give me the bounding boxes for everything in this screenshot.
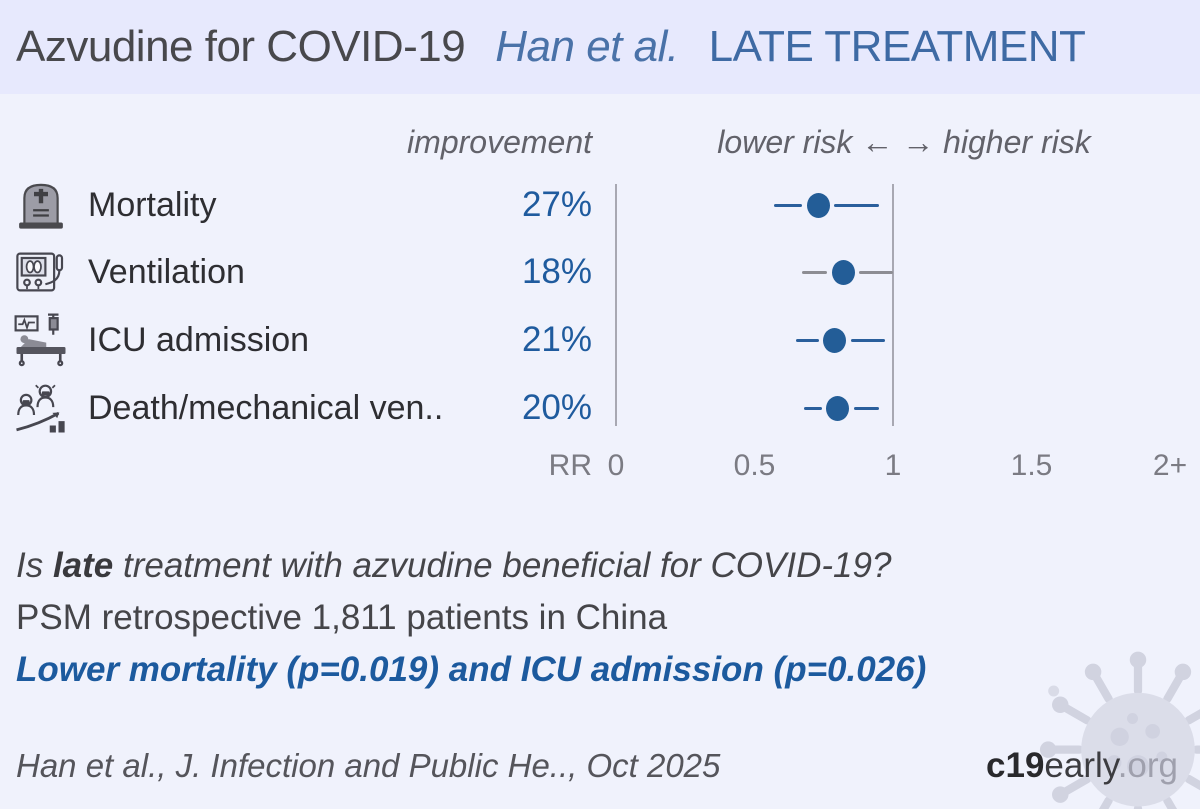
brand-suffix: .org: [1117, 746, 1178, 785]
people-cases-icon: [13, 380, 69, 436]
header-bar: Azvudine for COVID-19 Han et al. LATE TR…: [0, 0, 1200, 94]
confidence-interval-right: [859, 270, 893, 274]
axis-unit-label: RR: [548, 449, 592, 482]
improvement-value: 27%: [521, 185, 592, 224]
coronavirus-watermark: [1039, 651, 1200, 809]
effect-size-dot: [831, 259, 855, 285]
improvement-value: 18%: [521, 252, 592, 291]
tombstone-icon: [13, 177, 69, 233]
brand-logo: c19early.org: [986, 744, 1178, 788]
brand-name: early: [1044, 746, 1118, 785]
improvement-value: 20%: [521, 388, 592, 427]
outcome-label: Ventilation: [88, 253, 245, 291]
outcome-label: Death/mechanical ven..: [88, 389, 444, 427]
confidence-interval-left: [804, 406, 822, 410]
reference-line: [892, 184, 894, 426]
brand-prefix: c19: [986, 746, 1045, 785]
confidence-interval-right: [834, 203, 880, 207]
study-author: Han et al.: [495, 22, 679, 71]
axis-tick: 2+: [1152, 449, 1188, 482]
study-question: Is late treatment with azvudine benefici…: [16, 544, 891, 588]
footer-citation: Han et al., J. Infection and Public He..…: [16, 747, 721, 784]
study-finding: Lower mortality (p=0.019) and ICU admiss…: [16, 650, 927, 689]
outcome-label: Mortality: [88, 186, 217, 224]
ventilator-icon: [13, 244, 69, 300]
confidence-interval-left: [796, 338, 819, 342]
effect-size-dot: [823, 327, 847, 353]
question-emphasis: late: [52, 546, 114, 585]
outcome-row: Ventilation 18%: [0, 238, 640, 306]
question-suffix: treatment with azvudine beneficial for C…: [113, 546, 892, 585]
axis-tick: 0.5: [733, 449, 776, 482]
axis-tick: 1: [884, 449, 902, 482]
improvement-column-header: improvement: [407, 124, 592, 160]
axis-tick: 0: [607, 449, 625, 482]
axis-tick: 1.5: [1010, 449, 1053, 482]
treatment-stage: LATE TREATMENT: [708, 22, 1086, 71]
outcome-row: Mortality 27%: [0, 171, 640, 239]
improvement-value: 21%: [521, 320, 592, 359]
outcome-row: ICU admission 21%: [0, 306, 640, 374]
outcome-row: Death/mechanical ven.. 20%: [0, 374, 640, 442]
confidence-interval-right: [850, 338, 885, 342]
page-title: Azvudine for COVID-19: [16, 22, 466, 71]
question-prefix: Is: [16, 546, 53, 585]
outcome-label: ICU admission: [88, 321, 310, 359]
confidence-interval-left: [773, 203, 803, 207]
zero-line: [615, 184, 617, 426]
icu-bed-icon: [13, 312, 69, 368]
effect-size-dot: [826, 395, 850, 421]
confidence-interval-left: [801, 270, 828, 274]
confidence-interval-right: [853, 406, 880, 410]
effect-size-dot: [806, 192, 830, 218]
study-population: PSM retrospective 1,811 patients in Chin…: [16, 598, 668, 637]
risk-scale-column-header: lower risk ← → higher risk: [717, 124, 1091, 160]
